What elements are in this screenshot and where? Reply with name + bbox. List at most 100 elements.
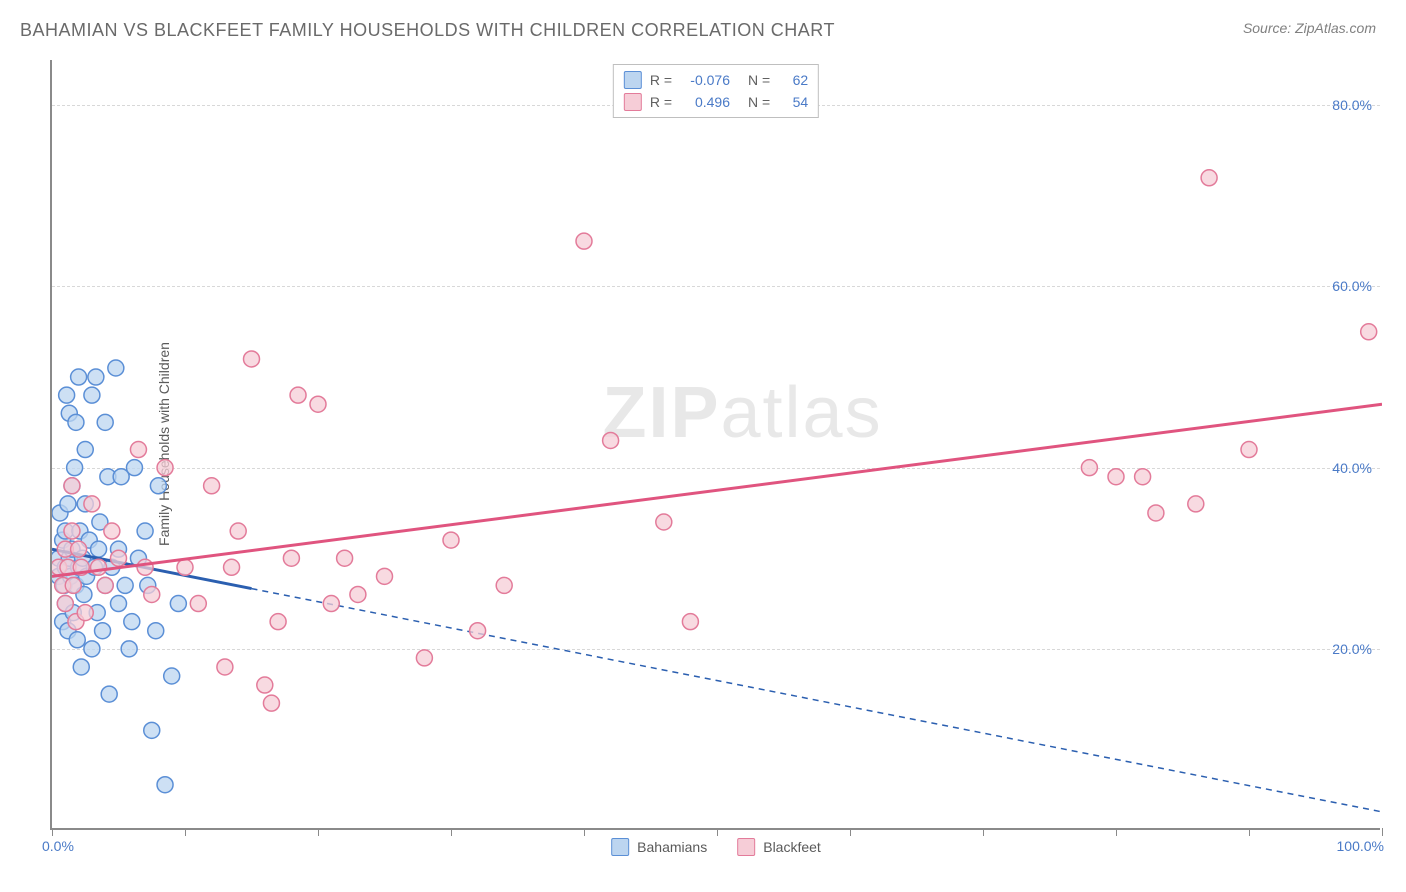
data-point <box>204 478 220 494</box>
stats-legend: R =-0.076N =62R =0.496N =54 <box>613 64 819 118</box>
data-point <box>283 550 299 566</box>
data-point <box>104 523 120 539</box>
data-point <box>91 559 107 575</box>
trend-line-dashed <box>252 589 1383 812</box>
data-point <box>67 460 83 476</box>
data-point <box>68 414 84 430</box>
data-point <box>1241 442 1257 458</box>
x-axis-max-label: 100.0% <box>1337 838 1384 854</box>
data-point <box>217 659 233 675</box>
stat-n-value: 62 <box>778 72 808 88</box>
data-point <box>65 577 81 593</box>
data-point <box>290 387 306 403</box>
stat-r-label: R = <box>650 94 672 110</box>
chart-plot-area: Family Households with Children ZIPatlas… <box>50 60 1380 830</box>
data-point <box>603 432 619 448</box>
data-point <box>244 351 260 367</box>
data-point <box>443 532 459 548</box>
data-point <box>1081 460 1097 476</box>
data-point <box>126 460 142 476</box>
stat-n-value: 54 <box>778 94 808 110</box>
trend-line <box>52 404 1382 576</box>
data-point <box>88 369 104 385</box>
data-point <box>323 596 339 612</box>
data-point <box>190 596 206 612</box>
data-point <box>164 668 180 684</box>
data-point <box>310 396 326 412</box>
data-point <box>224 559 240 575</box>
data-point <box>1188 496 1204 512</box>
data-point <box>64 478 80 494</box>
data-point <box>77 442 93 458</box>
data-point <box>270 614 286 630</box>
data-point <box>170 596 186 612</box>
legend-item: Blackfeet <box>737 838 821 856</box>
data-point <box>59 387 75 403</box>
legend-swatch <box>737 838 755 856</box>
data-point <box>84 496 100 512</box>
source-credit: Source: ZipAtlas.com <box>1243 20 1376 36</box>
data-point <box>177 559 193 575</box>
data-point <box>496 577 512 593</box>
data-point <box>77 605 93 621</box>
data-point <box>157 777 173 793</box>
data-point <box>682 614 698 630</box>
data-point <box>350 586 366 602</box>
legend-label: Bahamians <box>637 839 707 855</box>
data-point <box>416 650 432 666</box>
data-point <box>1108 469 1124 485</box>
legend-label: Blackfeet <box>763 839 821 855</box>
data-point <box>71 541 87 557</box>
data-point <box>84 641 100 657</box>
legend-swatch <box>611 838 629 856</box>
scatter-plot <box>52 60 1382 830</box>
stats-row: R =-0.076N =62 <box>624 69 808 91</box>
data-point <box>130 442 146 458</box>
data-point <box>144 586 160 602</box>
data-point <box>1361 324 1377 340</box>
stat-n-label: N = <box>748 72 770 88</box>
data-point <box>1148 505 1164 521</box>
data-point <box>73 659 89 675</box>
data-point <box>1135 469 1151 485</box>
data-point <box>57 596 73 612</box>
data-point <box>97 414 113 430</box>
stat-r-value: 0.496 <box>680 94 730 110</box>
data-point <box>101 686 117 702</box>
data-point <box>84 387 100 403</box>
legend-swatch <box>624 71 642 89</box>
series-legend: Bahamians Blackfeet <box>611 838 821 856</box>
stat-n-label: N = <box>748 94 770 110</box>
data-point <box>137 523 153 539</box>
x-axis-min-label: 0.0% <box>42 838 74 854</box>
data-point <box>148 623 164 639</box>
data-point <box>97 577 113 593</box>
x-tick <box>1382 828 1383 836</box>
data-point <box>263 695 279 711</box>
data-point <box>576 233 592 249</box>
data-point <box>377 568 393 584</box>
data-point <box>137 559 153 575</box>
data-point <box>71 369 87 385</box>
data-point <box>60 496 76 512</box>
data-point <box>230 523 246 539</box>
data-point <box>64 523 80 539</box>
data-point <box>117 577 133 593</box>
legend-item: Bahamians <box>611 838 707 856</box>
data-point <box>111 596 127 612</box>
data-point <box>1201 170 1217 186</box>
stat-r-value: -0.076 <box>680 72 730 88</box>
data-point <box>91 541 107 557</box>
data-point <box>144 722 160 738</box>
data-point <box>95 623 111 639</box>
data-point <box>337 550 353 566</box>
data-point <box>121 641 137 657</box>
data-point <box>69 632 85 648</box>
data-point <box>150 478 166 494</box>
data-point <box>124 614 140 630</box>
chart-title: BAHAMIAN VS BLACKFEET FAMILY HOUSEHOLDS … <box>20 20 835 41</box>
data-point <box>157 460 173 476</box>
data-point <box>257 677 273 693</box>
legend-swatch <box>624 93 642 111</box>
data-point <box>111 550 127 566</box>
